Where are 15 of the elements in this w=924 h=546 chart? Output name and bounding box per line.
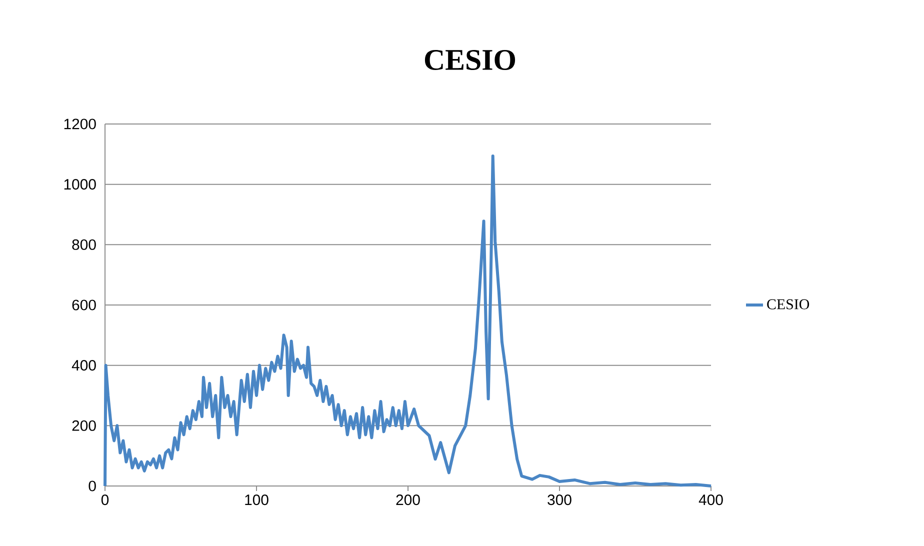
y-tick-label: 1200: [64, 118, 96, 130]
x-tick-label: 300: [548, 494, 572, 506]
y-tick-label: 0: [88, 480, 96, 492]
x-tick-label: 400: [698, 494, 723, 506]
x-tick-label: 200: [396, 494, 420, 506]
y-tick-label: 800: [72, 239, 96, 250]
y-tick-label: 600: [72, 300, 96, 310]
x-tick-label: 0: [101, 494, 109, 506]
y-tick-label: 400: [72, 360, 96, 371]
line-series: [104, 154, 713, 488]
x-tick-label: 100: [245, 494, 268, 506]
y-tick-label: 200: [72, 420, 96, 431]
y-tick-label: 1000: [64, 179, 96, 190]
chart-title: CESIO: [424, 50, 516, 70]
legend-label: CESIO: [767, 299, 810, 310]
